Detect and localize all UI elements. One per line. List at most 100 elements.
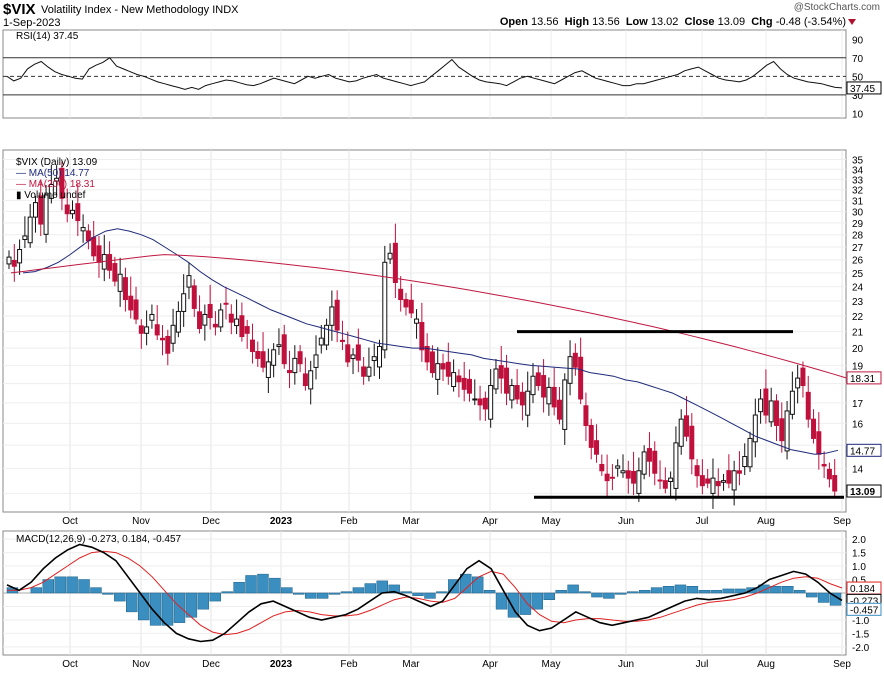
- candle-body: [265, 361, 271, 378]
- candle-body: [355, 344, 361, 361]
- candle-body: [466, 378, 472, 394]
- candle-body: [646, 448, 652, 462]
- ma200-line: [10, 254, 847, 379]
- ma200-last-value: 18.31: [850, 374, 875, 385]
- candle-body: [271, 349, 277, 366]
- candle-body: [329, 306, 335, 326]
- candle-body: [514, 385, 520, 400]
- candle-body: [70, 209, 76, 215]
- price-tick-label: 14: [852, 464, 864, 475]
- macd-month-label: 2023: [270, 659, 293, 670]
- candle-body: [80, 227, 86, 232]
- candle-body: [668, 477, 674, 483]
- macd-histogram-bar: [90, 587, 102, 594]
- price-legend: $VIX (Daily) 13.09 — MA(50) 14.77 — MA(2…: [16, 157, 97, 201]
- macd-histogram-bar: [281, 587, 293, 594]
- candle-body: [541, 375, 547, 398]
- candle-body: [615, 465, 621, 469]
- candle-body: [350, 354, 356, 360]
- candle-body: [255, 351, 261, 359]
- candle-body: [816, 431, 822, 455]
- price-tick-label: 33: [852, 175, 864, 186]
- macd-last-value-label: -0.457: [850, 605, 879, 616]
- candle-body: [392, 242, 398, 283]
- macd-histogram-bar: [782, 586, 794, 594]
- candle-body: [22, 235, 28, 241]
- macd-histogram-bar: [42, 579, 54, 594]
- candle-body: [551, 386, 557, 408]
- open-label: Open: [499, 16, 528, 28]
- macd-histogram-bar: [507, 592, 520, 618]
- candle-body: [429, 351, 435, 374]
- price-tick-label: 19: [852, 361, 864, 372]
- candle-body: [742, 456, 748, 468]
- price-month-label: Feb: [340, 516, 358, 527]
- macd-histogram-bar: [257, 573, 269, 594]
- ma50-last-value-box: [846, 443, 882, 457]
- candle-body: [324, 324, 330, 346]
- candle-body: [249, 339, 255, 353]
- candle-body: [609, 476, 615, 479]
- chg-value: -0.48 (-3.54%): [775, 16, 846, 28]
- candle-body: [133, 299, 139, 320]
- macd-legend: MACD(12,26,9) -0.273, 0.184, -0.457: [16, 534, 181, 545]
- candle-body: [85, 230, 91, 242]
- candle-body: [652, 450, 658, 474]
- candle-body: [588, 424, 594, 448]
- macd-histogram-bar: [638, 590, 651, 594]
- candle-body: [223, 302, 229, 305]
- candle-body: [27, 216, 33, 244]
- macd-histogram-bar: [352, 587, 365, 594]
- macd-histogram-bar: [555, 590, 567, 594]
- candle-body: [302, 373, 308, 387]
- macd-histogram-bar: [650, 587, 663, 594]
- price-tick-label: 27: [852, 243, 864, 254]
- rsi-tick-label: 70: [852, 54, 864, 65]
- ma50-line: [22, 228, 839, 455]
- candle-body: [334, 299, 340, 331]
- price-tick-label: 23: [852, 297, 864, 308]
- candle-body: [710, 477, 716, 494]
- high-label: High: [564, 16, 590, 28]
- price-month-label: Nov: [132, 516, 150, 527]
- candle-body: [800, 367, 806, 387]
- candle-body: [292, 357, 298, 374]
- price-month-label: Mar: [402, 516, 420, 527]
- stockcharts-credit[interactable]: @StockCharts.com: [793, 2, 880, 13]
- candle-body: [234, 318, 240, 327]
- candle-body: [789, 390, 795, 415]
- candle-body: [535, 372, 541, 387]
- price-tick-label: 30: [852, 207, 864, 218]
- candle-body: [186, 275, 192, 288]
- candle-body: [154, 324, 160, 336]
- candle-body: [112, 263, 118, 282]
- macd-tick-label: -2.0: [852, 643, 870, 654]
- candle-body: [414, 318, 420, 324]
- ma200-last-value-box: [846, 371, 882, 385]
- macd-last-value-label: -0.273: [850, 596, 879, 607]
- price-tick-label: 29: [852, 219, 864, 230]
- candle-body: [826, 468, 832, 480]
- candle-body: [11, 259, 17, 267]
- chg-label: Chg: [751, 16, 773, 28]
- macd-month-label: Apr: [482, 659, 498, 670]
- candle-body: [419, 321, 425, 351]
- down-arrow-icon: [848, 19, 856, 25]
- macd-histogram-bar: [400, 591, 412, 594]
- candle-body: [159, 337, 165, 341]
- candle-body: [297, 351, 303, 365]
- candle-body: [594, 440, 600, 455]
- candle-body: [567, 356, 573, 384]
- rsi-tick-label: 10: [852, 109, 864, 120]
- macd-month-label: Jun: [618, 659, 634, 670]
- macd-histogram-bar: [30, 587, 43, 594]
- candle-body: [260, 351, 266, 368]
- volume-legend-text: Volume undef: [24, 190, 86, 201]
- macd-month-label: Nov: [132, 659, 150, 670]
- candle-body: [482, 397, 488, 410]
- candle-body: [562, 379, 568, 430]
- price-tick-label: 16: [852, 419, 864, 430]
- price-month-label: Oct: [62, 516, 78, 527]
- macd-month-label: Aug: [757, 659, 775, 670]
- candle-body: [519, 391, 525, 406]
